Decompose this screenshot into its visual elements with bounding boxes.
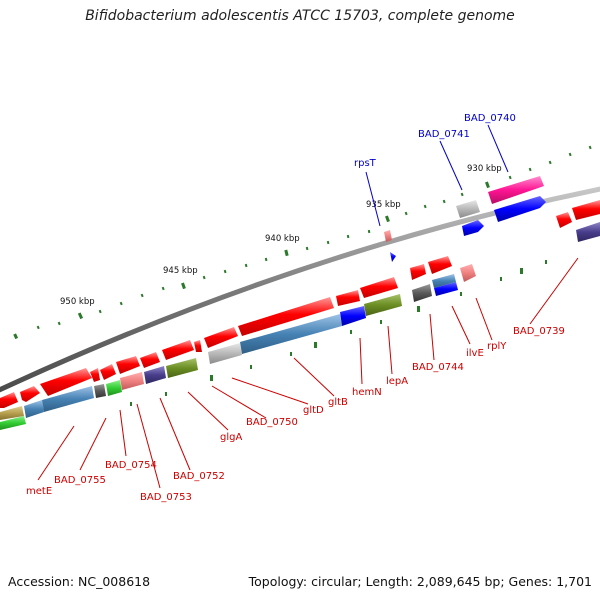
gene-arrow	[116, 356, 140, 374]
genome-backbone	[0, 186, 600, 393]
gene-arrow	[100, 364, 116, 380]
gene-arrow	[340, 306, 366, 326]
gene-arrow	[94, 384, 106, 398]
gene-arrow	[162, 340, 194, 360]
gene-arrow	[208, 343, 242, 364]
gene-arrow	[90, 368, 100, 382]
label-leaders	[37, 257, 579, 489]
gene-arrow	[194, 340, 202, 352]
gene-label-BAD_0741: BAD_0741	[418, 129, 470, 140]
gene-arrow	[462, 220, 484, 236]
label-leaders-blue	[365, 124, 509, 227]
gene-arrow	[106, 380, 122, 396]
gene-arrow	[0, 406, 24, 420]
scale-label-935: 935 kbp	[366, 200, 401, 210]
gene-arrow	[390, 252, 396, 262]
scale-label-940: 940 kbp	[265, 234, 300, 244]
gene-arrow	[432, 274, 456, 288]
gene-arrow	[24, 400, 44, 418]
gene-label-hemN: hemN	[352, 387, 382, 398]
gene-arrow	[460, 264, 476, 282]
gene-label-BAD_0752: BAD_0752	[173, 471, 225, 482]
gene-arrow	[572, 200, 600, 220]
scale-label-930: 930 kbp	[467, 164, 502, 174]
gene-arrow	[360, 277, 398, 298]
scale-label-945: 945 kbp	[163, 266, 198, 276]
gene-arrow	[412, 284, 432, 302]
accession-text: Accession: NC_008618	[8, 574, 151, 589]
gene-arrow	[40, 368, 92, 396]
gene-label-BAD_0744: BAD_0744	[412, 362, 464, 373]
gene-arrow	[434, 282, 458, 296]
gene-label-rplY: rplY	[487, 341, 507, 352]
gene-arrow	[456, 200, 480, 218]
gene-arrow	[556, 212, 572, 228]
gene-arrow	[144, 366, 166, 384]
gene-arrow	[20, 386, 40, 402]
gene-arrow	[0, 392, 18, 408]
gene-label-ilvE: ilvE	[466, 348, 484, 359]
scale-label-950: 950 kbp	[60, 297, 95, 307]
lower-ticks	[130, 260, 547, 406]
gene-arrow	[204, 327, 238, 348]
gene-label-BAD_0754: BAD_0754	[105, 460, 157, 471]
gene-arrow	[488, 176, 544, 204]
gene-label-BAD_0750: BAD_0750	[246, 417, 298, 428]
gene-arrow	[364, 294, 402, 316]
gene-label-BAD_0753: BAD_0753	[140, 492, 192, 503]
gene-label-BAD_0755: BAD_0755	[54, 475, 106, 486]
gene-label-glgA: glgA	[220, 432, 242, 443]
gene-arrow	[240, 314, 342, 354]
gene-label-lepA: lepA	[386, 376, 408, 387]
gene-label-gltD: gltD	[303, 405, 324, 416]
gene-arrow	[0, 416, 26, 430]
gene-arrow	[428, 256, 452, 274]
gene-arrow	[166, 358, 198, 378]
gene-arrow	[336, 290, 360, 306]
reverse-strand	[0, 196, 600, 430]
gene-arrow	[384, 230, 392, 242]
map-title: Bifidobacterium adolescentis ATCC 15703,…	[85, 8, 515, 24]
gene-label-BAD_0739: BAD_0739	[513, 326, 565, 337]
topology-text: Topology: circular; Length: 2,089,645 bp…	[248, 574, 592, 589]
scale-ticks	[13, 145, 592, 340]
gene-label-rpsT: rpsT	[354, 158, 377, 169]
gene-arrow	[140, 352, 160, 368]
gene-arrow	[120, 372, 144, 390]
gene-arrow	[410, 264, 426, 280]
gene-arrow	[42, 386, 94, 412]
gene-arrow	[494, 196, 546, 222]
gene-label-metE: metE	[26, 486, 52, 497]
gene-label-BAD_0740: BAD_0740	[464, 113, 516, 124]
forward-strand	[0, 176, 600, 408]
gene-label-gltB: gltB	[328, 397, 348, 408]
gene-arrow	[238, 297, 334, 336]
gene-arrow	[576, 222, 600, 242]
